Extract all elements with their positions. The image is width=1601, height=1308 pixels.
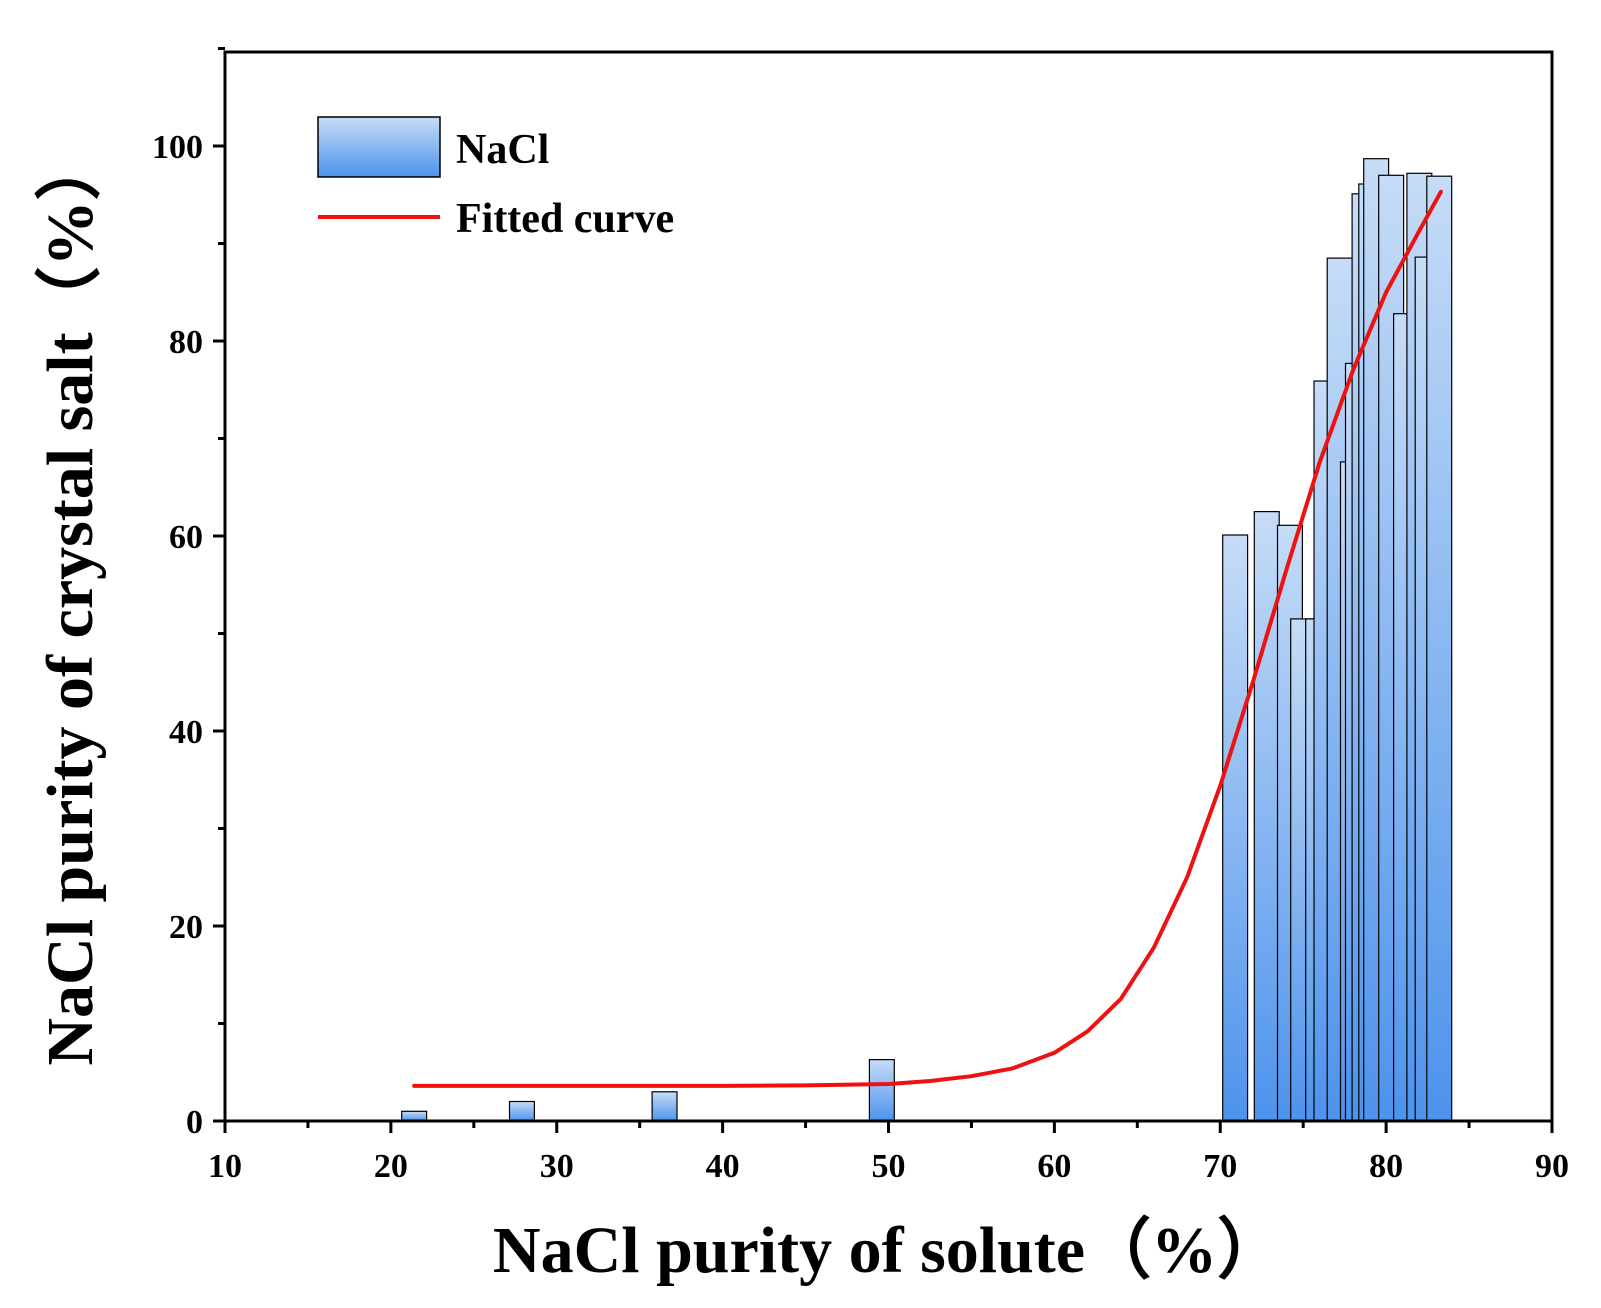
y-tick-label-60: 60 — [169, 519, 203, 556]
bar-3 — [868, 1058, 895, 1121]
x-tick-label-50: 50 — [872, 1148, 906, 1185]
bar-1 — [508, 1100, 535, 1121]
y-tick-label-80: 80 — [169, 324, 203, 361]
x-tick-label-80: 80 — [1369, 1148, 1403, 1185]
x-tick-label-90: 90 — [1535, 1148, 1569, 1185]
fitted-curve-layer — [412, 189, 1443, 1088]
legend-label-fitted-curve: Fitted curve — [456, 196, 674, 242]
bar-20 — [1426, 175, 1453, 1121]
x-axis-title: NaCl purity of solute（%） — [493, 1213, 1283, 1287]
y-axis-title: NaCl purity of crystal salt（%） — [33, 134, 107, 1065]
x-tick-label-60: 60 — [1037, 1148, 1071, 1185]
legend: NaCl Fitted curve — [317, 116, 674, 242]
bar-0 — [401, 1110, 428, 1121]
x-tick-label-20: 20 — [374, 1148, 408, 1185]
bar-4 — [1222, 534, 1249, 1121]
x-tick-label-40: 40 — [706, 1148, 740, 1185]
y-tick-label-20: 20 — [169, 909, 203, 946]
y-tick-label-100: 100 — [152, 129, 203, 166]
x-tick-label-70: 70 — [1203, 1148, 1237, 1185]
fitted-curve-line — [412, 189, 1443, 1088]
y-tick-label-0: 0 — [186, 1104, 203, 1141]
legend-swatch-bar — [317, 116, 441, 178]
y-tick-label-40: 40 — [169, 714, 203, 751]
axes: 10 20 30 40 50 60 70 80 90 0 20 40 60 80 100 — [152, 47, 1569, 1185]
bar-2 — [651, 1091, 678, 1121]
legend-label-nacl: NaCl — [456, 127, 549, 173]
x-tick-label-30: 30 — [540, 1148, 574, 1185]
bar-series — [401, 158, 1453, 1121]
x-tick-label-10: 10 — [208, 1148, 242, 1185]
